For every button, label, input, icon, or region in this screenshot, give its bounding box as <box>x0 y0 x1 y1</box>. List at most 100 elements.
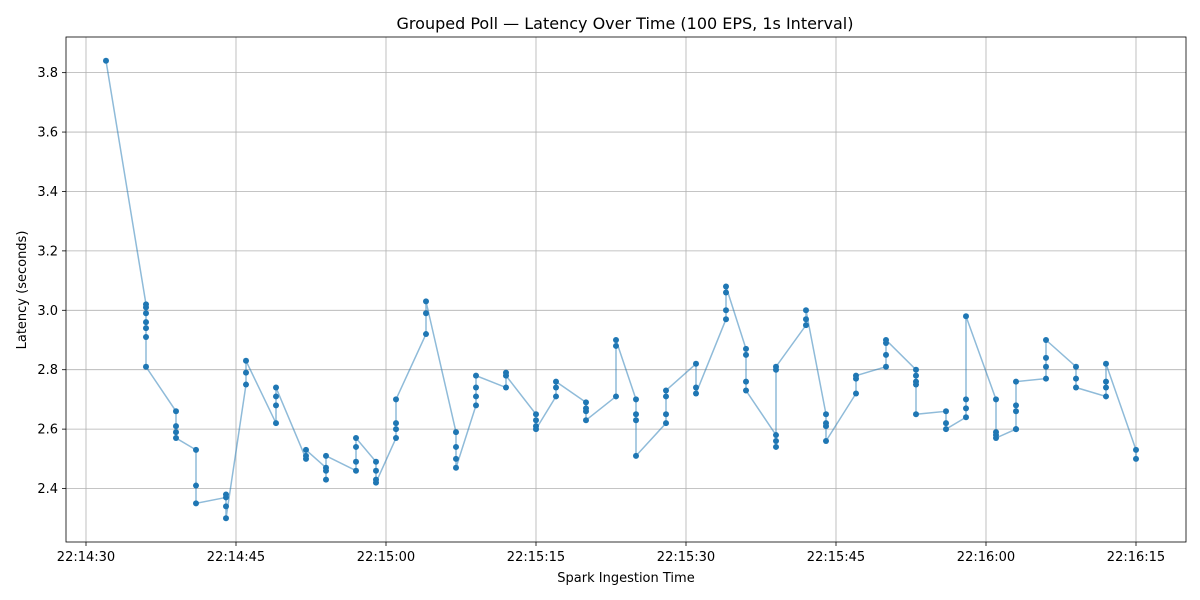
data-point <box>273 420 279 427</box>
y-tick-label: 3.6 <box>37 126 58 141</box>
y-tick-label: 3.2 <box>37 244 58 259</box>
data-point <box>223 491 229 498</box>
data-point <box>613 393 619 400</box>
data-point <box>453 443 459 450</box>
data-point <box>723 307 729 314</box>
data-point <box>883 337 889 343</box>
data-point <box>1103 384 1109 391</box>
data-point <box>453 455 459 462</box>
data-point <box>423 310 429 317</box>
grid-lines <box>66 37 1186 542</box>
data-point <box>103 57 109 64</box>
data-point <box>1073 363 1079 370</box>
y-tick-label: 3.8 <box>37 66 58 81</box>
data-point <box>533 426 539 433</box>
data-point <box>303 446 309 453</box>
data-point <box>243 381 249 388</box>
data-point <box>723 289 729 296</box>
data-point <box>143 319 149 326</box>
data-point <box>803 316 809 323</box>
data-point <box>883 363 889 370</box>
x-axis-ticks: 22:14:30 22:14:45 22:15:00 22:15:15 22:15:30… <box>57 542 1165 565</box>
data-point <box>613 337 619 343</box>
x-tick-label: 22:14:45 <box>207 550 265 565</box>
data-point <box>553 384 559 391</box>
data-point <box>743 345 749 352</box>
plot-frame <box>65 36 1187 543</box>
data-point <box>173 435 179 442</box>
data-point <box>913 372 919 379</box>
data-point <box>453 429 459 436</box>
data-point <box>693 390 699 397</box>
data-point <box>773 432 779 439</box>
data-point <box>743 387 749 394</box>
data-point <box>353 467 359 474</box>
data-point <box>1103 378 1109 385</box>
x-tick-label: 22:16:15 <box>1107 550 1165 565</box>
data-point <box>663 393 669 400</box>
data-point <box>503 384 509 391</box>
data-point <box>633 411 639 418</box>
data-point <box>663 387 669 394</box>
data-point <box>193 500 199 507</box>
data-point <box>583 417 589 424</box>
data-point <box>823 423 829 430</box>
data-point <box>803 322 809 329</box>
data-point <box>273 393 279 400</box>
data-point <box>943 408 949 415</box>
x-tick-label: 22:14:30 <box>57 550 115 565</box>
data-point <box>173 408 179 415</box>
y-tick-label: 2.8 <box>37 363 58 378</box>
data-point <box>223 503 229 510</box>
data-point <box>393 396 399 403</box>
data-point <box>723 316 729 323</box>
data-point <box>583 399 589 406</box>
data-point <box>883 351 889 358</box>
y-tick-label: 3.0 <box>37 304 58 319</box>
data-point <box>1043 375 1049 382</box>
data-point <box>913 381 919 388</box>
data-point <box>143 310 149 317</box>
data-point <box>1103 393 1109 400</box>
chart-title: Grouped Poll — Latency Over Time (100 EP… <box>397 14 854 33</box>
data-point <box>473 393 479 400</box>
data-point <box>963 414 969 421</box>
data-point <box>743 378 749 385</box>
data-point <box>823 438 829 444</box>
data-point <box>473 372 479 379</box>
x-axis-label: Spark Ingestion Time <box>557 571 694 586</box>
data-point <box>663 420 669 427</box>
x-tick-label: 22:15:30 <box>657 550 715 565</box>
data-point <box>223 515 229 522</box>
data-point <box>913 366 919 373</box>
data-point <box>853 390 859 397</box>
data-point <box>743 351 749 358</box>
x-tick-label: 22:15:15 <box>507 550 565 565</box>
y-axis-ticks: 2.4 2.6 2.8 3.0 3.2 3.4 3.6 3.8 <box>37 66 66 497</box>
latency-series-line <box>105 60 1137 519</box>
data-point <box>553 378 559 385</box>
series-layer <box>103 57 1139 522</box>
data-point <box>633 396 639 403</box>
data-point <box>583 408 589 415</box>
data-point <box>303 452 309 459</box>
data-point <box>423 331 429 338</box>
x-tick-label: 22:15:00 <box>357 550 415 565</box>
data-point <box>633 452 639 459</box>
data-point <box>1043 363 1049 370</box>
data-point <box>243 369 249 376</box>
data-point <box>773 438 779 444</box>
data-point <box>473 402 479 409</box>
data-point <box>553 393 559 400</box>
data-point <box>273 402 279 409</box>
data-point <box>633 417 639 424</box>
data-point <box>423 298 429 305</box>
data-point <box>803 307 809 314</box>
y-tick-label: 2.6 <box>37 423 58 438</box>
data-point <box>823 411 829 418</box>
data-point <box>393 435 399 442</box>
data-point <box>1013 408 1019 415</box>
data-point <box>613 342 619 349</box>
data-point <box>1043 337 1049 343</box>
